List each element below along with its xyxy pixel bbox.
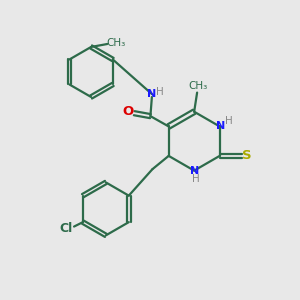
Text: H: H — [192, 174, 200, 184]
Text: H: H — [225, 116, 232, 126]
Text: CH₃: CH₃ — [106, 38, 126, 48]
Text: N: N — [147, 89, 156, 99]
Text: H: H — [156, 87, 164, 97]
Text: O: O — [123, 105, 134, 118]
Text: N: N — [216, 121, 225, 131]
Text: S: S — [242, 149, 252, 162]
Text: CH₃: CH₃ — [188, 81, 207, 91]
Text: N: N — [190, 166, 200, 176]
Text: Cl: Cl — [59, 221, 72, 235]
